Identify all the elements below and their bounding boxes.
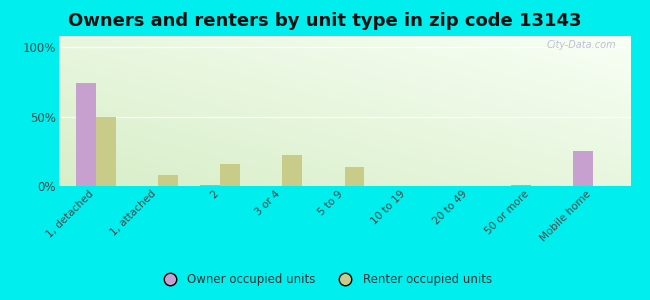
- Bar: [76, 83, 96, 186]
- Text: Owners and renters by unit type in zip code 13143: Owners and renters by unit type in zip c…: [68, 12, 582, 30]
- Bar: [200, 184, 220, 186]
- Bar: [344, 167, 365, 186]
- Bar: [220, 164, 240, 186]
- Bar: [158, 175, 178, 186]
- Bar: [511, 184, 531, 186]
- Legend: Owner occupied units, Renter occupied units: Owner occupied units, Renter occupied un…: [153, 269, 497, 291]
- Bar: [573, 151, 593, 186]
- Bar: [96, 117, 116, 186]
- Text: City-Data.com: City-Data.com: [547, 40, 616, 50]
- Bar: [282, 155, 302, 186]
